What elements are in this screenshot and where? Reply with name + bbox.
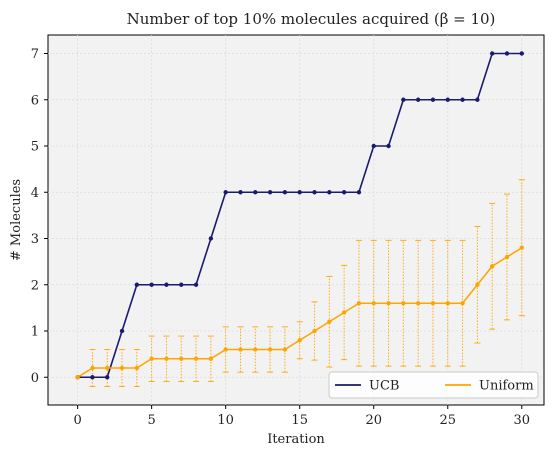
data-point [253, 190, 258, 195]
data-point [341, 190, 347, 195]
data-point [504, 51, 510, 56]
data-point [75, 375, 80, 380]
data-point [401, 97, 406, 102]
data-point [179, 356, 184, 361]
x-tick-label: 30 [514, 413, 531, 428]
data-point [208, 356, 214, 361]
data-point [105, 365, 110, 371]
y-axis-ticks: 0 1 2 3 4 5 6 7 [31, 47, 48, 386]
data-point [356, 301, 362, 306]
legend-box [328, 371, 539, 399]
data-point [504, 254, 510, 260]
data-point [386, 143, 391, 149]
data-point [475, 282, 480, 287]
data-point [519, 245, 524, 250]
data-point [282, 347, 288, 352]
data-point [415, 301, 421, 306]
y-tick-label: 1 [31, 325, 39, 340]
data-point [238, 190, 243, 195]
y-tick-label: 6 [31, 93, 39, 108]
data-point [164, 356, 169, 361]
data-point [519, 51, 524, 56]
data-point [193, 356, 199, 361]
data-point [119, 365, 125, 371]
data-point [460, 97, 465, 102]
data-point [90, 375, 95, 380]
y-axis-label: # Molecules [9, 179, 24, 261]
error-bars [89, 179, 525, 387]
data-point [371, 301, 376, 306]
data-point [371, 143, 376, 149]
x-tick-label: 0 [73, 413, 81, 428]
data-point [401, 301, 406, 306]
x-tick-label: 20 [365, 413, 382, 428]
data-point [460, 301, 465, 306]
data-point [267, 190, 273, 195]
data-point [282, 190, 288, 195]
y-tick-label: 5 [31, 140, 39, 155]
data-point [327, 319, 332, 324]
data-point [430, 301, 436, 306]
data-point [445, 97, 450, 102]
y-tick-label: 2 [31, 278, 39, 293]
data-point [179, 282, 184, 287]
x-tick-label: 25 [439, 413, 456, 428]
data-point [489, 264, 495, 269]
data-point [415, 97, 421, 102]
data-point [149, 282, 154, 287]
y-tick-label: 3 [31, 232, 39, 247]
x-tick-label: 5 [148, 413, 156, 428]
y-tick-label: 4 [31, 186, 39, 201]
data-point [312, 328, 317, 334]
y-tick-label: 7 [31, 47, 39, 62]
data-point [297, 190, 302, 195]
data-point [386, 301, 391, 306]
data-point [430, 97, 436, 102]
data-point [238, 347, 243, 352]
legend: UCB Uniform [328, 371, 539, 399]
data-point [223, 347, 228, 352]
data-point [253, 347, 258, 352]
data-point [134, 282, 140, 287]
x-axis-ticks: 0 5 10 15 20 25 30 [73, 405, 530, 428]
x-tick-label: 10 [217, 413, 234, 428]
data-point [297, 338, 302, 343]
data-point [90, 365, 95, 371]
y-tick-label: 0 [31, 371, 39, 386]
legend-label: UCB [369, 379, 399, 394]
data-point [119, 328, 125, 334]
grid [48, 35, 544, 405]
data-point [134, 365, 140, 371]
data-point [356, 190, 362, 195]
data-point [193, 282, 199, 287]
data-point [341, 310, 347, 315]
data-point [489, 51, 495, 56]
data-point [223, 190, 228, 195]
data-point [312, 190, 317, 195]
data-point [149, 356, 154, 361]
data-point [164, 282, 169, 287]
x-tick-label: 15 [291, 413, 308, 428]
legend-label: Uniform [479, 379, 534, 394]
data-point [475, 97, 480, 102]
data-point [208, 236, 214, 241]
series-points [75, 51, 524, 380]
data-point [445, 301, 450, 306]
data-point [105, 375, 110, 380]
data-point [267, 347, 273, 352]
chart-title: Number of top 10% molecules acquired (β … [127, 10, 496, 28]
data-point [327, 190, 332, 195]
x-axis-label: Iteration [267, 432, 325, 447]
